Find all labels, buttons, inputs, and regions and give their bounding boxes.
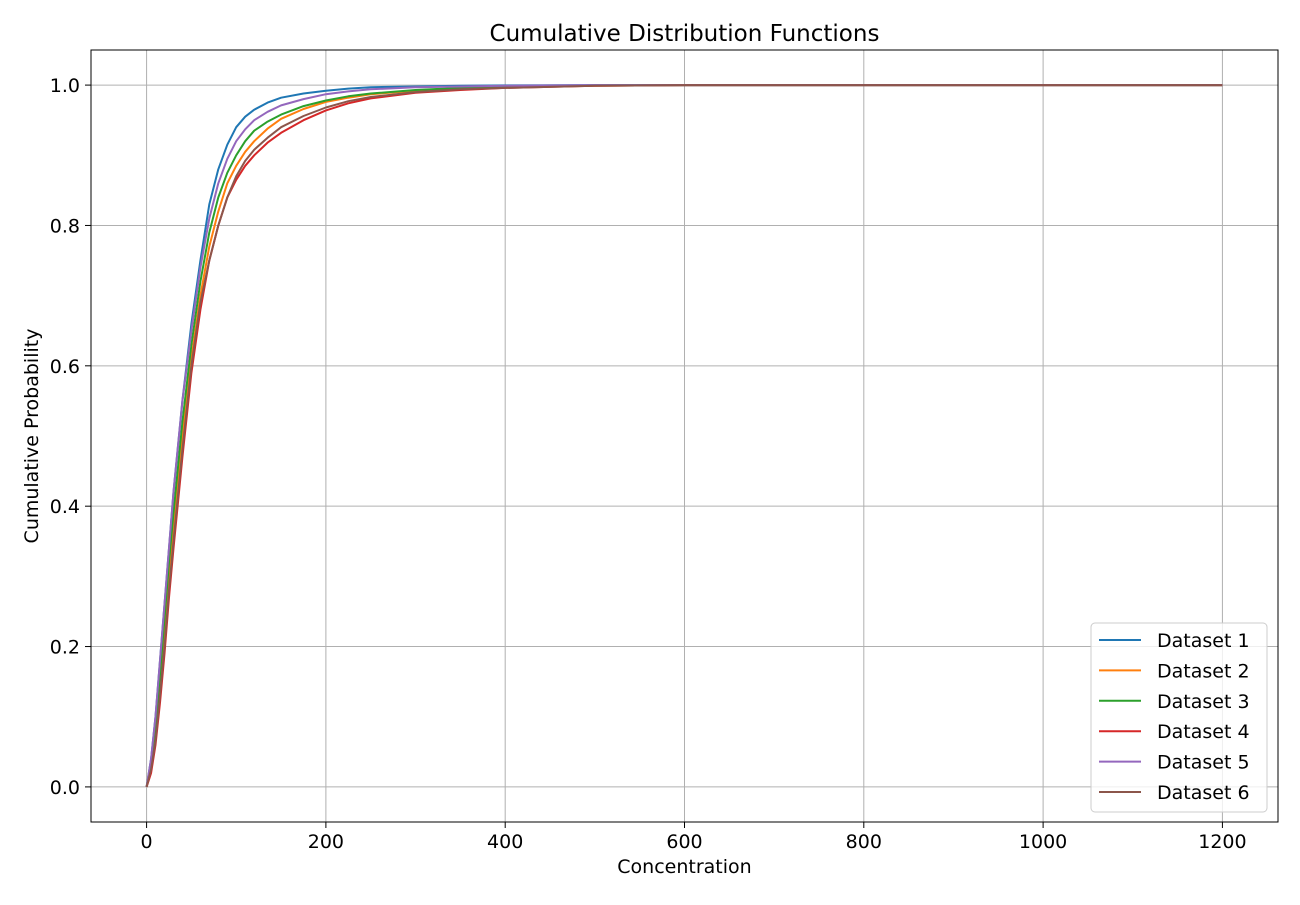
y-tick-label: 0.8 (50, 215, 80, 237)
x-tick-label: 0 (141, 831, 153, 853)
y-axis-label: Cumulative Probability (21, 329, 43, 544)
x-tick-label: 200 (308, 831, 344, 853)
series-line-6 (145, 84, 1223, 788)
x-tick-label: 400 (487, 831, 523, 853)
x-tick-label: 800 (846, 831, 882, 853)
y-axis-ticks: 0.0 0.2 0.4 0.6 0.8 1.0 (50, 75, 91, 799)
legend-label: Dataset 2 (1157, 660, 1250, 682)
legend-label: Dataset 4 (1157, 721, 1250, 743)
y-tick-label: 0.2 (50, 637, 80, 659)
x-tick-label: 1200 (1198, 831, 1246, 853)
legend: Dataset 1 Dataset 2 Dataset 3 Dataset 4 Data… (1090, 622, 1268, 813)
x-tick-label: 1000 (1019, 831, 1067, 853)
legend-label: Dataset 3 (1157, 691, 1250, 713)
x-tick-label: 600 (666, 831, 702, 853)
x-axis-ticks: 0 200 400 600 800 1000 1200 (141, 822, 1247, 853)
x-axis-label: Concentration (617, 856, 751, 878)
series-line-5 (145, 84, 1223, 788)
y-tick-label: 0.6 (50, 356, 80, 378)
legend-label: Dataset 5 (1157, 752, 1250, 774)
legend-label: Dataset 1 (1157, 630, 1250, 652)
chart-title: Cumulative Distribution Functions (490, 21, 880, 47)
y-tick-label: 1.0 (50, 75, 80, 97)
legend-label: Dataset 6 (1157, 782, 1250, 804)
series-lines (145, 84, 1223, 788)
y-tick-label: 0.0 (50, 777, 80, 799)
y-tick-label: 0.4 (50, 496, 80, 518)
